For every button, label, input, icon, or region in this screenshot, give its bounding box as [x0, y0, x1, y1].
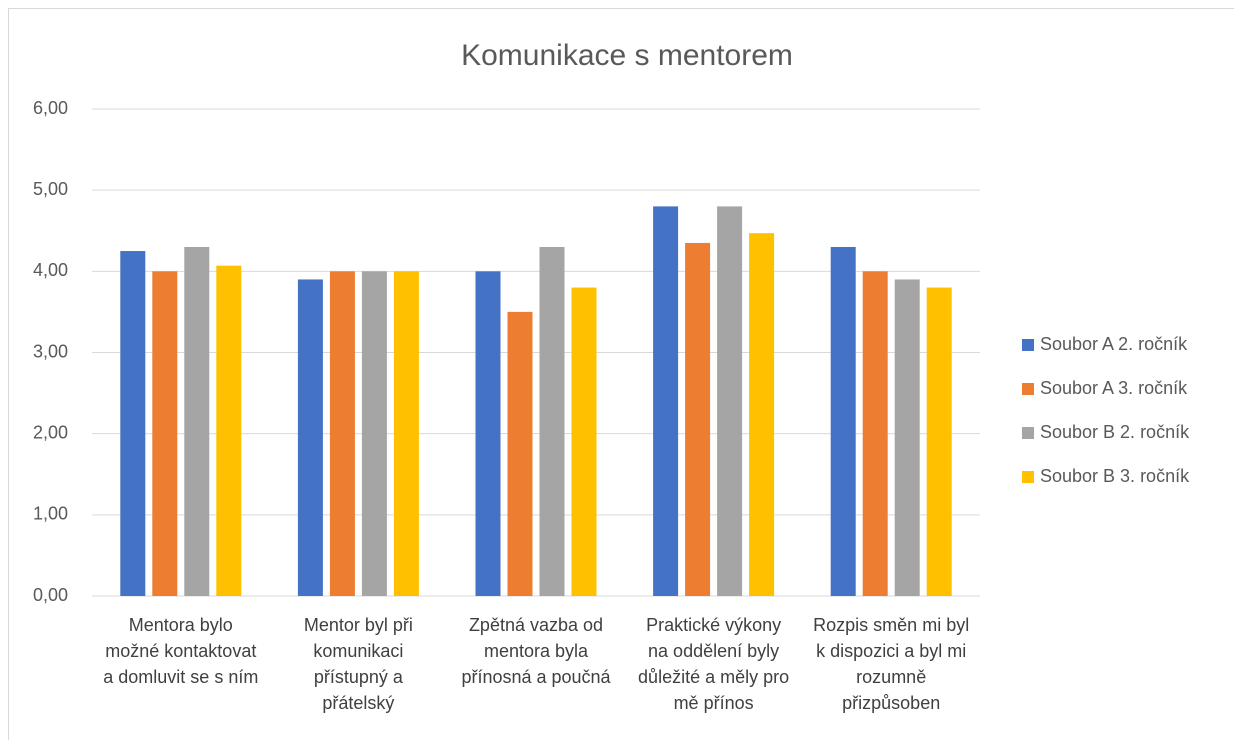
bar [685, 242, 711, 597]
x-tick-label: Rozpis směn mi byl k dispozici a byl mi … [813, 615, 970, 713]
legend-swatch [1022, 471, 1034, 483]
bar [329, 271, 355, 596]
bar [475, 271, 501, 596]
bar [894, 279, 920, 596]
bar [216, 265, 242, 596]
chart-title: Komunikace s mentorem [461, 39, 793, 72]
bar [717, 206, 743, 596]
y-tick-label: 0,00 [33, 585, 68, 605]
legend-label: Soubor B 2. ročník [1040, 422, 1190, 442]
y-tick-label: 5,00 [33, 179, 68, 199]
legend-label: Soubor B 3. ročník [1040, 466, 1190, 486]
y-tick-label: 3,00 [33, 341, 68, 361]
bar [393, 271, 419, 596]
legend-swatch [1022, 339, 1034, 351]
x-tick-label: Mentora bylo možné kontaktovat a domluvi… [103, 615, 259, 687]
bar [571, 287, 597, 596]
bar [361, 271, 387, 596]
y-tick-label: 1,00 [33, 504, 68, 524]
bar [830, 246, 856, 596]
y-tick-label: 6,00 [33, 98, 68, 118]
bar [653, 206, 679, 596]
legend-label: Soubor A 3. ročník [1040, 378, 1188, 398]
x-tick-label: Mentor byl při komunikaci přístupný a př… [303, 615, 413, 713]
bar [297, 279, 323, 596]
bar [152, 271, 178, 596]
chart-border [8, 8, 1234, 740]
bar [749, 233, 775, 596]
bar [184, 246, 210, 596]
y-tick-label: 4,00 [33, 260, 68, 280]
bar [926, 287, 952, 596]
legend-swatch [1022, 383, 1034, 395]
x-tick-label: Praktické výkony na oddělení byly důleži… [638, 615, 790, 713]
bar [862, 271, 888, 596]
bar [539, 246, 565, 596]
x-tick-label: Zpětná vazba od mentora byla přínosná a … [461, 615, 611, 687]
y-tick-label: 2,00 [33, 422, 68, 442]
bar [507, 311, 533, 596]
legend-swatch [1022, 427, 1034, 439]
bar [120, 251, 146, 596]
legend-label: Soubor A 2. ročník [1040, 334, 1188, 354]
